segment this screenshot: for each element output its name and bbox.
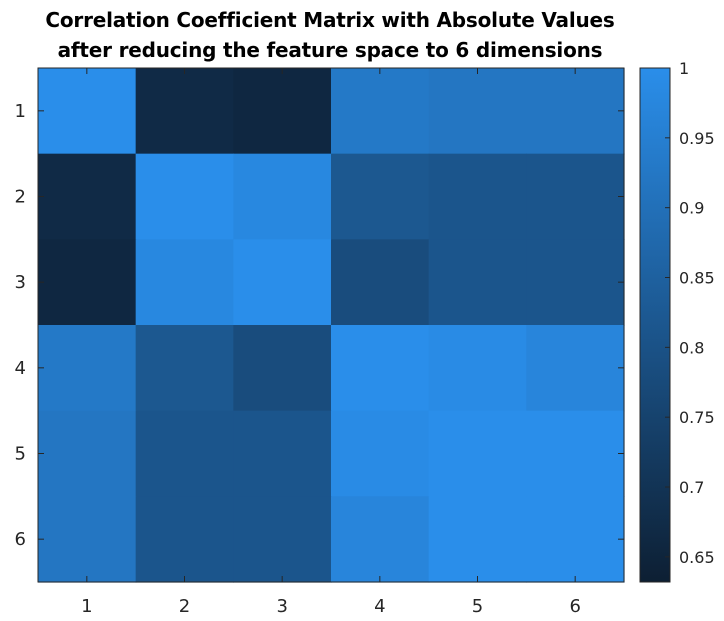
heatmap-cell-1-4	[331, 68, 430, 155]
heatmap-cell-2-6	[526, 153, 625, 240]
plot-frame	[37, 67, 625, 583]
heatmap-cell-5-6	[526, 410, 625, 497]
colorbar-tick-label: 0.65	[679, 548, 715, 567]
heatmap-cell-2-3	[233, 153, 332, 240]
y-tick-label: 3	[15, 272, 26, 293]
x-tick-label: 2	[179, 596, 190, 617]
heatmap-cell-2-4	[331, 153, 430, 240]
heatmap-cell-1-3	[233, 68, 332, 155]
heatmap-cell-4-3	[233, 325, 332, 412]
heatmap-cell-4-6	[526, 325, 625, 412]
chart-title-line-2: after reducing the feature space to 6 di…	[57, 38, 603, 62]
colorbar-tick-label: 0.8	[679, 338, 704, 357]
colorbar-tick-label: 0.7	[679, 478, 704, 497]
heatmap-cell-1-2	[135, 68, 234, 155]
y-tick-label: 1	[15, 101, 26, 122]
y-tick-label: 6	[15, 529, 26, 550]
heatmap-cell-5-4	[331, 410, 430, 497]
heatmap-cell-5-3	[233, 410, 332, 497]
heatmap-cell-6-3	[233, 496, 332, 583]
heatmap-cell-4-5	[428, 325, 527, 412]
heatmap-cell-5-2	[135, 410, 234, 497]
heatmap-cell-2-2	[135, 153, 234, 240]
chart-title-line-1: Correlation Coefficient Matrix with Abso…	[45, 8, 615, 32]
heatmap-cell-6-2	[135, 496, 234, 583]
y-tick-label: 2	[15, 187, 26, 208]
heatmap-cell-1-6	[526, 68, 625, 155]
y-tick-label: 5	[15, 444, 26, 465]
heatmap-cell-6-5	[428, 496, 527, 583]
colorbar-tick-label: 0.9	[679, 199, 704, 218]
colorbar-tick-label: 0.85	[679, 269, 715, 288]
colorbar-frame	[639, 67, 671, 583]
colorbar-tick-label: 0.75	[679, 408, 715, 427]
heatmap-cell-2-5	[428, 153, 527, 240]
heatmap-cell-4-1	[38, 325, 137, 412]
heatmap-cell-3-5	[428, 239, 527, 326]
heatmap-cell-3-3	[233, 239, 332, 326]
colorbar	[640, 68, 670, 582]
heatmap-cell-1-5	[428, 68, 527, 155]
heatmap-cell-1-1	[38, 68, 137, 155]
colorbar-tick-label: 1	[679, 59, 689, 78]
x-tick-label: 1	[81, 596, 92, 617]
heatmap-cell-5-1	[38, 410, 137, 497]
heatmap-cell-6-6	[526, 496, 625, 583]
colorbar-tick-label: 0.95	[679, 129, 715, 148]
x-tick-label: 3	[276, 596, 287, 617]
heatmap-cell-3-1	[38, 239, 137, 326]
heatmap-cell-2-1	[38, 153, 137, 240]
heatmap-cell-6-1	[38, 496, 137, 583]
x-tick-label: 6	[569, 596, 580, 617]
x-tick-label: 5	[472, 596, 483, 617]
heatmap-cell-3-6	[526, 239, 625, 326]
y-tick-label: 4	[15, 358, 26, 379]
heatmap-cell-4-4	[331, 325, 430, 412]
heatmap-cell-6-4	[331, 496, 430, 583]
heatmap-cell-3-2	[135, 239, 234, 326]
heatmap-cell-5-5	[428, 410, 527, 497]
heatmap-cell-3-4	[331, 239, 430, 326]
x-tick-label: 4	[374, 596, 385, 617]
heatmap-cell-4-2	[135, 325, 234, 412]
